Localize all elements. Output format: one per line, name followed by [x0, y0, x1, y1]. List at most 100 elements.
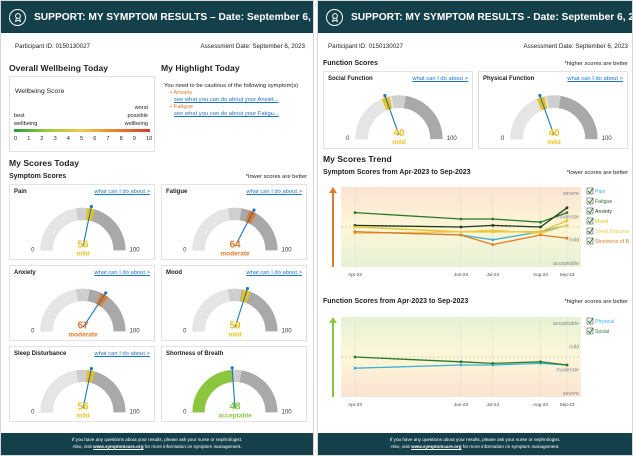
gauge-needle-tip: [538, 94, 542, 98]
wellbeing-scale-ticks: 0 1 2 3 4 5 6 7 8 9 10: [14, 136, 153, 144]
highlight-link-fatigue[interactable]: see what you can do about your Fatigu...: [174, 111, 279, 117]
what-can-i-do-link[interactable]: what can I do about >: [94, 351, 150, 357]
trend-arrowhead: [329, 187, 337, 193]
wellbeing-score-label: Wellbeing Score: [15, 88, 65, 95]
gauge-needle-tip: [383, 94, 387, 98]
gauge-severity-label: mild: [392, 139, 405, 146]
report-footer: If you have any questions about your res…: [1, 433, 313, 455]
legend-label: Sleep Disturbance: [595, 229, 629, 235]
gauge-panel-sleep-disturbance: Sleep Disturbance what can I do about > 0 1…: [9, 346, 155, 422]
assessment-date: Assessment Date: September 6, 2023: [523, 43, 628, 50]
gauge-severity-label: moderate: [220, 250, 250, 257]
legend-checkbox: [586, 317, 594, 325]
trend-point: [353, 366, 357, 370]
highlight-link-anxiety[interactable]: see what you can do about your Anxiet...: [174, 97, 279, 103]
gauge-value: 67: [77, 320, 89, 331]
wellbeing-scale-bar: [14, 129, 150, 132]
trend-zone-label: mild: [569, 344, 579, 350]
gauge-min-label: 0: [31, 328, 35, 334]
gauge-min-label: 0: [183, 247, 187, 253]
scale-tick: 7: [106, 136, 110, 142]
trend-tick-label: Aug-23: [533, 402, 548, 407]
gauge-max-label: 100: [130, 409, 141, 415]
footer-line-2: Also, visit www.symptomcare.org for more…: [1, 443, 313, 450]
gauge-title: Pain: [14, 189, 27, 195]
gauge-needle: [231, 367, 236, 409]
check-icon: [587, 237, 594, 244]
gauge-min-label: 0: [31, 247, 35, 253]
trend-point: [353, 225, 357, 229]
report-page-left: SUPPORT: MY SYMPTOM RESULTS – Date: Sept…: [0, 0, 314, 456]
trend-zone-label: mild: [569, 238, 579, 244]
trend-zone-label: acceptable: [553, 261, 579, 267]
assessment-date: Assessment Date: September 6, 2023: [200, 43, 305, 50]
scale-tick: 10: [146, 136, 153, 142]
trend-zone-label: severe: [563, 391, 579, 397]
trend-zone-label: moderate: [556, 214, 579, 220]
footer-site-link[interactable]: www.symptomcare.org: [411, 444, 462, 449]
legend-checkbox: [586, 207, 594, 215]
gauge-value: 56: [77, 401, 89, 412]
what-can-i-do-link[interactable]: what can I do about >: [567, 76, 623, 82]
highlight-intro: You need to be cautious of the following…: [164, 83, 299, 89]
legend-checkbox: [586, 227, 594, 235]
trend-tick-label: Aug-23: [533, 272, 548, 277]
trend-point: [565, 206, 569, 210]
gauge-severity-label: mild: [547, 139, 560, 146]
legend-checkbox: [586, 197, 594, 205]
gauge-panel-mood: Mood what can I do about > 0 100 59 mild: [161, 265, 307, 341]
gauge-min-label: 0: [501, 136, 505, 142]
what-can-i-do-link[interactable]: what can I do about >: [94, 189, 150, 195]
gauge-needle-tip: [252, 208, 256, 212]
what-can-i-do-link[interactable]: what can I do about >: [246, 189, 302, 195]
gauge-panel-fatigue: Fatigue what can I do about > 0 100 64 modera…: [161, 184, 307, 260]
highlight-panel: You need to be cautious of the following…: [164, 83, 310, 118]
what-can-i-do-link[interactable]: what can I do about >: [412, 76, 468, 82]
gauge-zone-low: [192, 208, 231, 251]
legend-label: Pain: [595, 189, 605, 195]
legend-label: Mood: [595, 219, 608, 225]
gauge-panel-physical-function: Physical Function what can I do about > 0 1…: [478, 71, 628, 149]
trend-point: [491, 243, 495, 246]
check-icon: [587, 187, 594, 194]
symptom-trend-title: Symptom Scores from Apr-2023 to Sep-2023: [323, 169, 471, 176]
scale-tick: 4: [66, 136, 70, 142]
legend-label: Anxiety: [595, 209, 612, 215]
check-icon: [587, 217, 594, 224]
scale-tick: 9: [132, 136, 136, 142]
footer-site-link[interactable]: www.symptomcare.org: [93, 444, 144, 449]
gauge-zone-low: [40, 370, 79, 413]
gauge-severity-label: mild: [228, 331, 241, 338]
trend-point: [491, 224, 495, 227]
trend-tick-label: Apr-23: [348, 402, 362, 407]
legend-checkbox: [586, 217, 594, 225]
trend-point: [353, 355, 357, 359]
gauge-needle-tip: [104, 291, 108, 295]
trend-zone-label: severe: [563, 191, 579, 197]
gauge-severity-label: moderate: [68, 331, 98, 338]
trend-tick-label: Jul-23: [487, 402, 500, 407]
symptom-scores-heading: Symptom Scores: [9, 173, 67, 180]
what-can-i-do-link[interactable]: what can I do about >: [94, 270, 150, 276]
trend-point: [459, 230, 463, 234]
report-header: SUPPORT: MY SYMPTOM RESULTS - Date: Sept…: [318, 1, 632, 33]
gauge-title: Sleep Disturbance: [14, 351, 67, 357]
legend-label: Shortness of Breath: [595, 239, 629, 245]
scale-tick: 2: [40, 136, 44, 142]
gauge-needle: [234, 209, 255, 247]
trend-point: [539, 220, 542, 224]
highlight-symptom-name: Anxiety: [173, 90, 193, 96]
trend-point: [539, 233, 542, 237]
gauge-value: 59: [229, 320, 241, 331]
participant-id: Participant ID: 0150130027: [15, 43, 90, 50]
gauge-needle: [82, 368, 92, 409]
what-can-i-do-link[interactable]: what can I do about >: [246, 270, 302, 276]
gauge-max-label: 100: [447, 136, 458, 142]
gauge-title: Anxiety: [14, 270, 36, 276]
